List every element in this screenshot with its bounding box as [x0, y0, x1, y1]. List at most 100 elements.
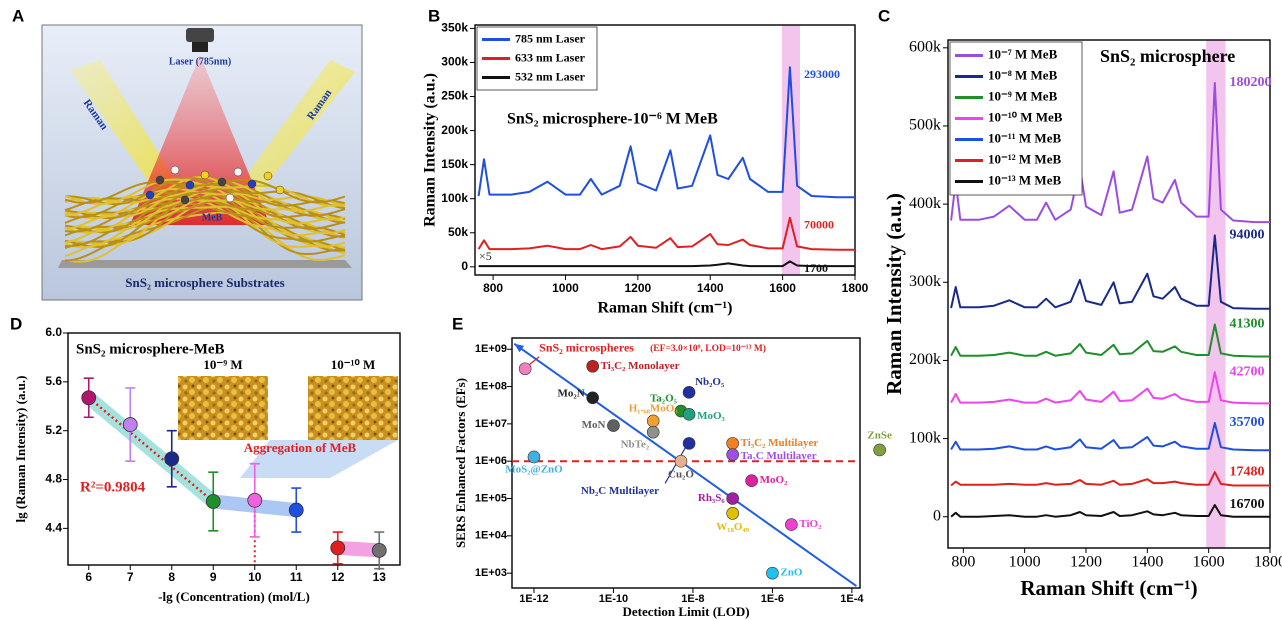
x-tick-label: 1400 [697, 281, 724, 295]
y-axis-title: lg (Raman Intensity) (a.u.) [13, 376, 28, 523]
inset-image [178, 376, 268, 440]
legend-label: 10⁻¹³ M MeB [988, 172, 1061, 187]
peak-label: 180200 [1230, 75, 1272, 90]
legend-label: 10⁻¹² M MeB [988, 151, 1061, 166]
point-label: Ta₂C Multilayer [741, 450, 817, 462]
peak-label: 17480 [1230, 464, 1265, 479]
point-label: Mo₂N [558, 387, 585, 399]
x-tick-label: 1E-6 [761, 593, 784, 605]
axes: 6 7 8 9 10 11 12 13 4.4 4.8 5.2 5.6 6.0 -lg (Concentr… [13, 325, 401, 604]
data-point [646, 425, 660, 439]
y-tick-label: 0 [933, 507, 941, 524]
y-tick-label: 1E+09 [475, 343, 507, 355]
x-tick-label: 1600 [1193, 554, 1225, 571]
series-line [950, 471, 1270, 487]
x-axis-title: Detection Limit (LOD) [622, 604, 749, 619]
y-tick-label: 5.2 [45, 423, 62, 437]
point-label: NbTe₂ [621, 439, 650, 451]
data-point [164, 451, 180, 467]
inset-image [308, 376, 398, 440]
atom [145, 190, 155, 200]
series-line [950, 323, 1270, 358]
atom [263, 171, 273, 181]
panel-label: A [12, 6, 24, 25]
x-tick-label: 8 [168, 570, 175, 584]
data-point [586, 391, 599, 405]
data-point [682, 408, 696, 421]
inset-label: 10⁻¹⁰ M [331, 357, 376, 372]
leader-line [664, 446, 687, 484]
atom [185, 180, 195, 190]
y-axis-title: SERS Enhanced Factors (EFs) [453, 378, 468, 548]
legend-label: 10⁻¹¹ M MeB [988, 130, 1061, 145]
axes: 800 1000 1200 1400 1600 1800 0 50k 100k 150k 200k 2… [422, 21, 869, 317]
substrate-stripe [64, 211, 346, 263]
y-tick-label: 500k [909, 117, 941, 134]
y-tick-label: 250k [441, 89, 468, 103]
data-point [726, 492, 739, 505]
data-point [607, 419, 620, 432]
panel-label: B [428, 6, 440, 25]
y-tick-label: 150k [441, 157, 468, 171]
data-point [518, 362, 532, 376]
point-label: Ti₃C₂ Monolayer [601, 360, 680, 372]
point-label: Rh₃S₆ [698, 492, 725, 504]
y-tick-label: 300k [441, 55, 468, 69]
series-line [950, 234, 1270, 310]
y-tick-label: 1E+04 [475, 530, 508, 542]
y-tick-label: 300k [909, 273, 941, 290]
x-tick-label: 1000 [552, 281, 579, 295]
point-label: ZnSe [867, 429, 892, 441]
y-tick-label: 1E+05 [475, 492, 507, 504]
inset-label: 10⁻⁹ M [203, 357, 242, 372]
y-tick-label: 4.8 [45, 472, 62, 486]
data-point [586, 359, 599, 373]
x-tick-label: 1E-8 [681, 593, 704, 605]
y-tick-label: 100k [441, 191, 468, 205]
data-point [726, 437, 739, 450]
series-line [950, 371, 1270, 405]
peak-label: 41300 [1230, 317, 1265, 332]
point-label: Ta₂O₅ [650, 393, 678, 405]
data-point [646, 414, 660, 428]
substrate-base [58, 260, 352, 268]
x-tick-label: 800 [483, 281, 503, 295]
x-tick-label: 1600 [769, 281, 796, 295]
panel-label: E [452, 314, 463, 333]
x-tick-label: 10 [248, 570, 262, 584]
x-tick-label: 13 [373, 570, 387, 584]
data-point [527, 450, 541, 464]
data-point [205, 494, 221, 509]
x-tick-label: 9 [210, 570, 217, 584]
legend: 785 nm Laser 633 nm Laser 532 nm Laser [476, 26, 598, 91]
point-label: W₁₈O₄₉ [716, 521, 749, 533]
atom [225, 193, 235, 203]
point-label: Nb₂C Multilayer [581, 485, 659, 497]
legend-label: 10⁻⁸ M MeB [988, 67, 1058, 82]
data-point [785, 518, 798, 531]
atom [180, 195, 190, 205]
data-point [873, 443, 886, 457]
scale-note: ×5 [479, 249, 492, 263]
x-tick-label: 1E-10 [599, 593, 628, 605]
point-label: H₁.₆₈MoO₃ [629, 402, 679, 414]
legend-label: 785 nm Laser [515, 31, 586, 45]
peak-label: 94000 [1230, 228, 1265, 243]
legend-label: 532 nm Laser [515, 69, 586, 83]
y-tick-label: 1E+07 [475, 418, 507, 430]
y-axis-title: Raman Intensity (a.u.) [422, 73, 439, 227]
legend-label: 633 nm Laser [515, 50, 586, 64]
plot-frame [474, 24, 856, 276]
substrate-stripe [65, 176, 346, 210]
y-tick-label: 4.4 [45, 521, 62, 535]
x-axis-title: -lg (Concentration) (mol/L) [158, 589, 310, 604]
axes: 1E-12 1E-10 1E-8 1E-6 1E-4 1E+03 1E+04 1E+05 1E+… [453, 337, 864, 619]
peak-label: 35700 [1230, 415, 1265, 430]
substrate-stripe [64, 192, 346, 233]
legend-label: 10⁻¹⁰ M MeB [988, 109, 1063, 124]
atom [155, 175, 165, 185]
substrate-stripe [64, 184, 346, 224]
atom [275, 185, 285, 195]
